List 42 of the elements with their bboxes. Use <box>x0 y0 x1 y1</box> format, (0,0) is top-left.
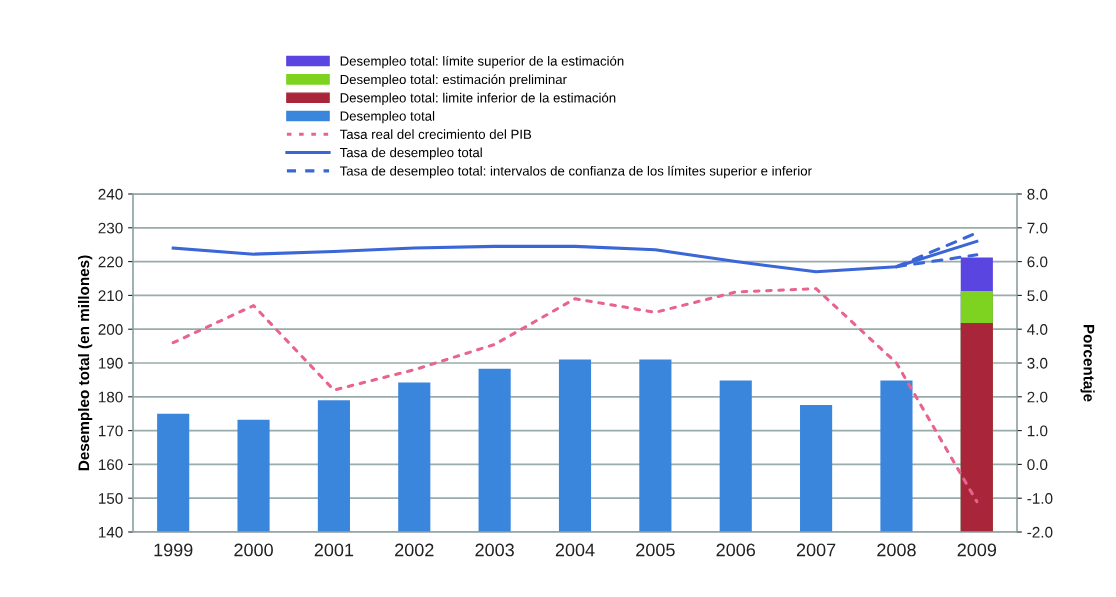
y2-tick-label: 5.0 <box>1027 290 1048 302</box>
legend-label: Tasa real del crecimiento del PIB <box>339 129 532 139</box>
y-tick-label: 180 <box>98 391 123 403</box>
y-axis-title: Desempleo total (en millones) <box>77 255 93 471</box>
x-tick-label: 2007 <box>796 543 836 557</box>
x-tick-label: 2008 <box>877 543 916 557</box>
y-tick-label: 240 <box>98 188 123 200</box>
y-tick-label: 150 <box>98 493 123 504</box>
y-tick-label: 170 <box>98 425 123 437</box>
x-tick-label: 2009 <box>957 543 997 557</box>
legend-label: Desempleo total: límite superior de la estimación <box>340 55 624 69</box>
y2-tick-label: 7.0 <box>1027 222 1048 234</box>
x-tick-label: 2004 <box>555 543 595 557</box>
y2-tick-label: 0.0 <box>1027 459 1048 471</box>
legend-label: Tasa de desempleo total: intervalos de confianza de los límites superior e inferior <box>339 165 812 179</box>
y-tick-label: 210 <box>98 290 123 302</box>
y-tick-label: 140 <box>98 526 123 538</box>
legend-label: Desempleo total: estimación preliminar <box>340 74 567 87</box>
legend-label: Tasa de desempleo total <box>339 147 482 160</box>
y-tick-label: 200 <box>98 324 123 335</box>
y2-axis-title: Porcentaje <box>1080 324 1095 402</box>
x-tick-label: 2001 <box>314 543 354 557</box>
y2-tick-label: 6.0 <box>1027 256 1048 268</box>
y-tick-label: 230 <box>98 222 123 234</box>
y2-tick-label: 3.0 <box>1027 357 1048 369</box>
y2-tick-label: 1.0 <box>1027 425 1048 437</box>
x-tick-label: 2000 <box>234 543 273 557</box>
y2-tick-label: 2.0 <box>1027 391 1048 403</box>
legend-label: Desempleo total <box>340 111 435 124</box>
y-tick-label: 190 <box>98 357 123 369</box>
x-tick-label: 2005 <box>636 543 675 557</box>
legend-label: Desempleo total: limite inferior de la estimación <box>340 92 616 106</box>
y-tick-label: 160 <box>98 459 123 471</box>
y2-tick-label: 4.0 <box>1027 324 1048 335</box>
y-tick-label: 220 <box>98 256 123 268</box>
x-tick-label: 1999 <box>154 543 193 557</box>
x-tick-label: 2006 <box>716 543 756 557</box>
y2-tick-label: 8.0 <box>1027 188 1048 200</box>
y2-tick-label: -1.0 <box>1027 493 1053 504</box>
x-tick-label: 2003 <box>475 543 514 557</box>
y2-tick-label: -2.0 <box>1027 526 1053 538</box>
x-tick-label: 2002 <box>395 543 434 557</box>
